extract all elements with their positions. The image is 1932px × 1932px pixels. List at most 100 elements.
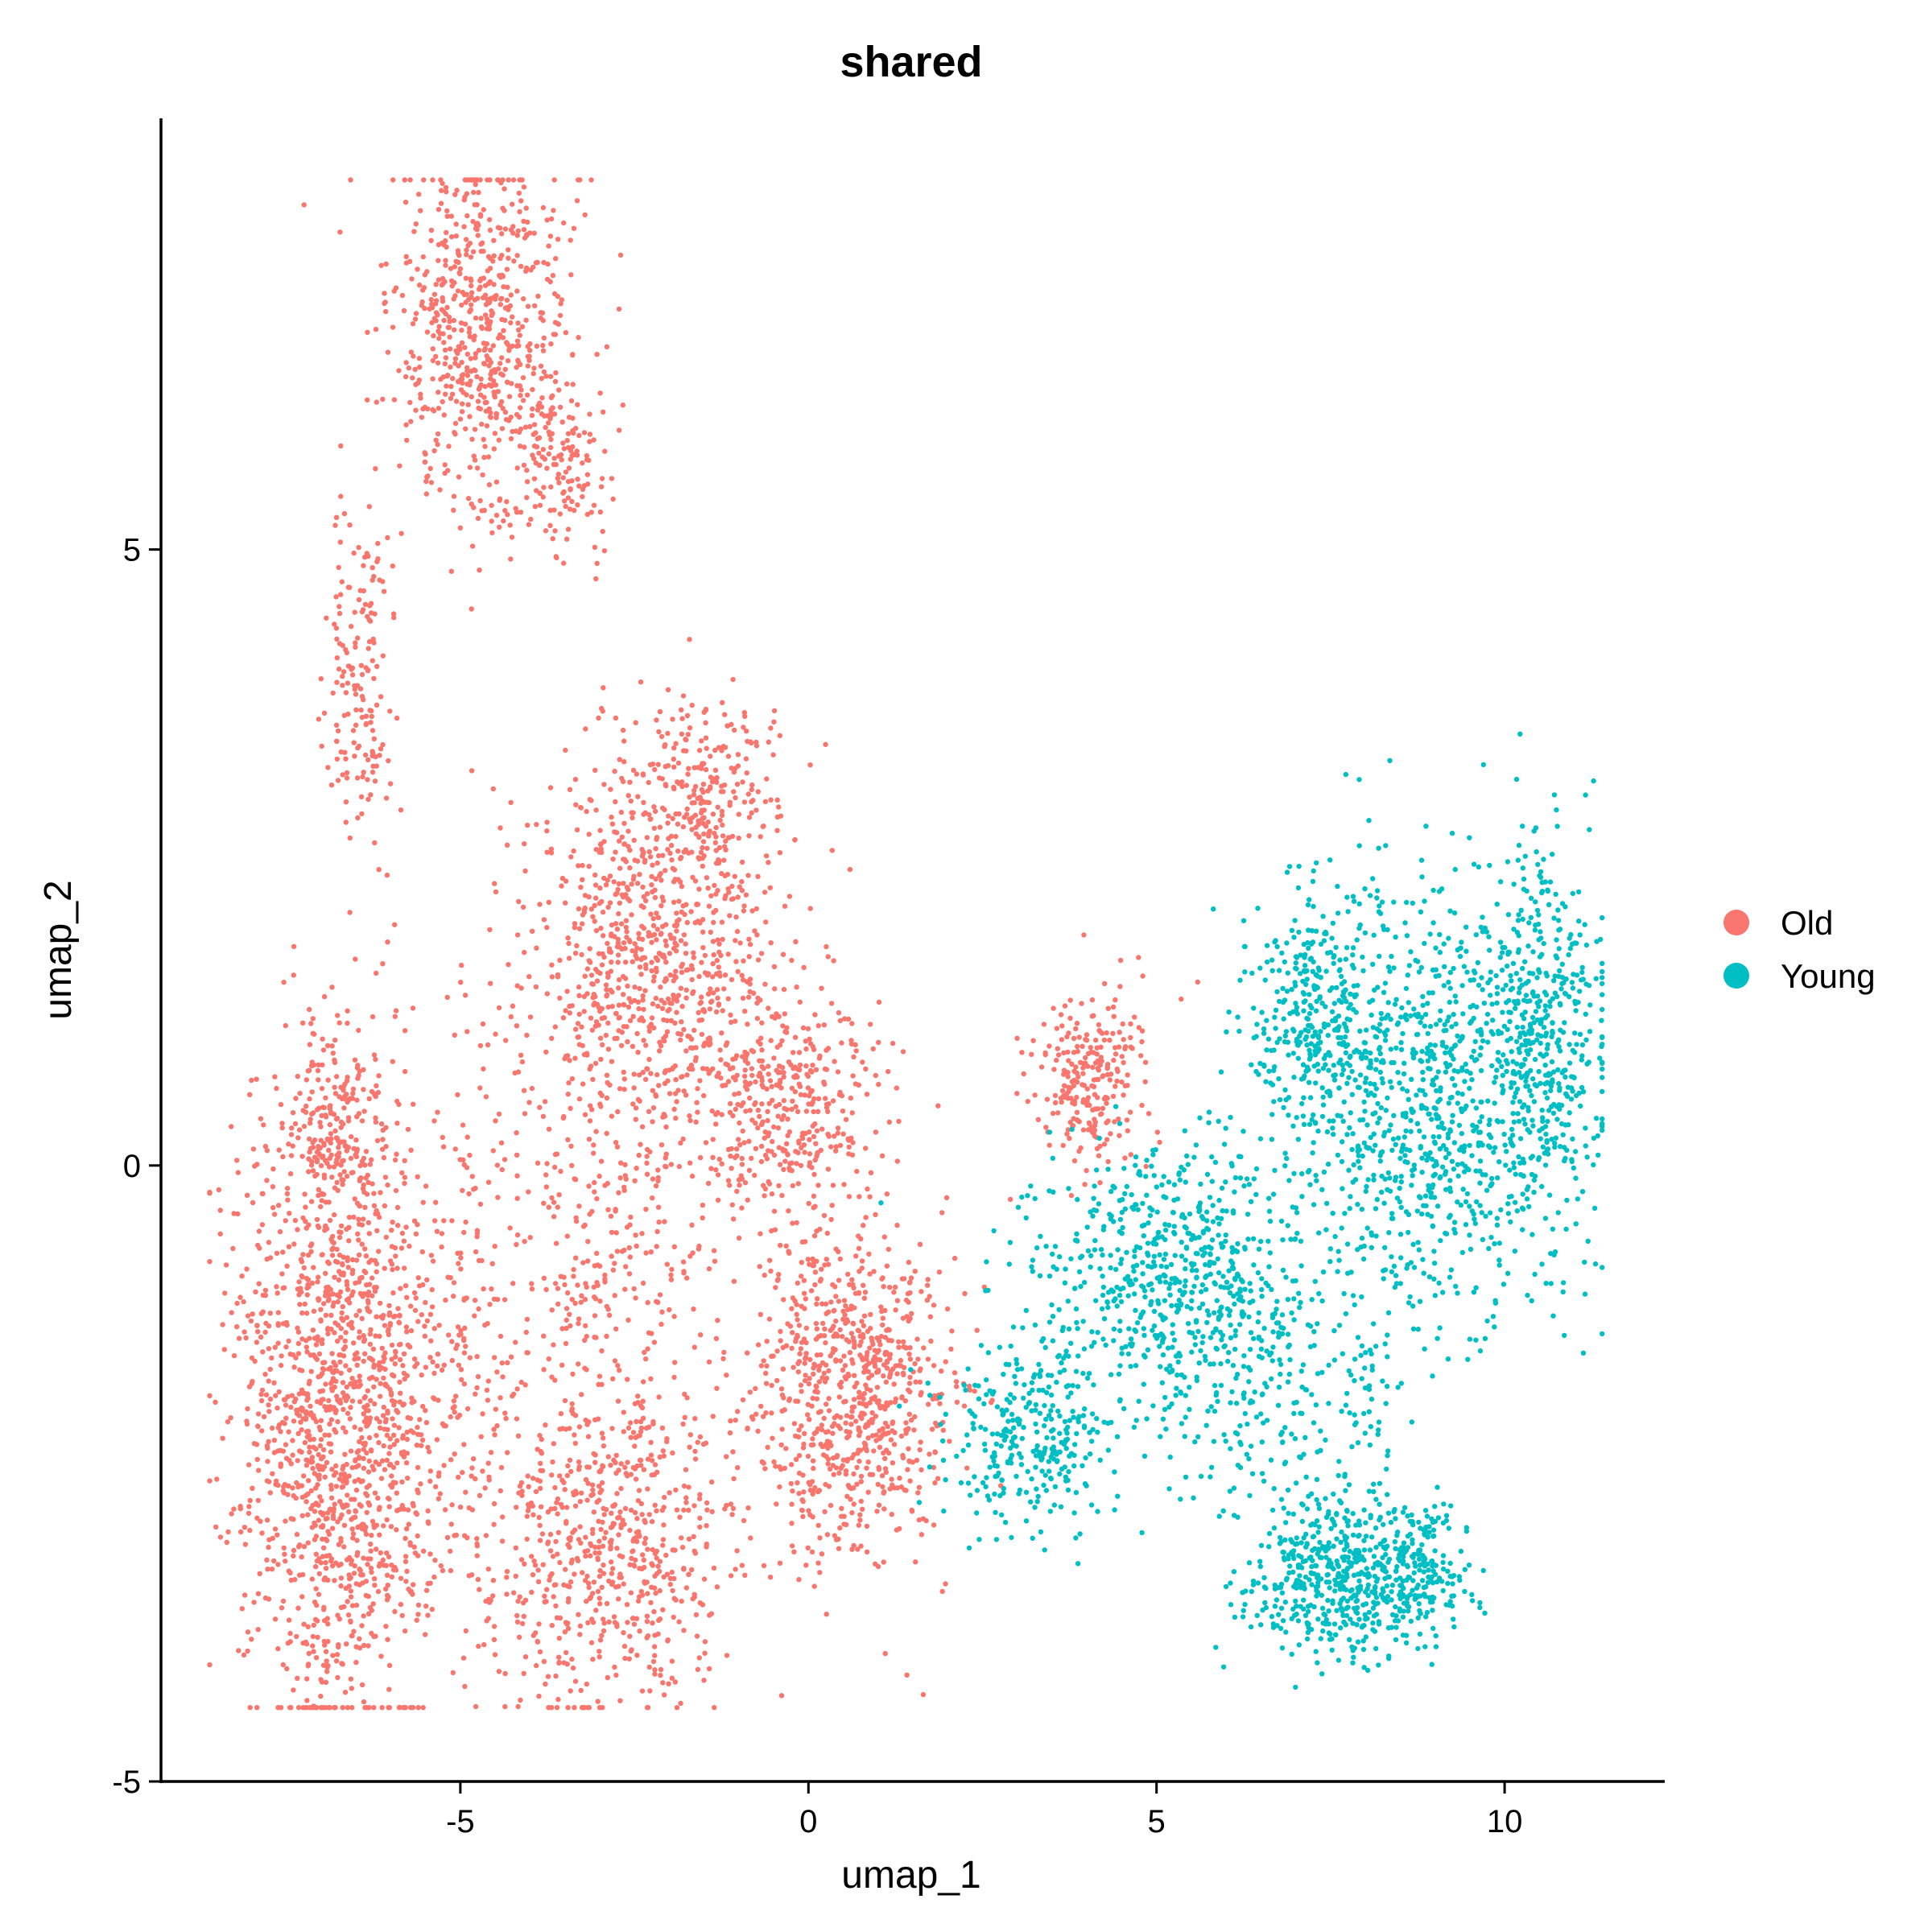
data-point: [315, 1634, 320, 1641]
data-point: [319, 1337, 325, 1343]
data-point: [444, 304, 450, 311]
data-point: [451, 1398, 457, 1404]
data-point: [293, 1355, 299, 1360]
data-point: [478, 376, 484, 382]
data-point: [617, 1698, 623, 1703]
data-point: [640, 851, 646, 857]
data-point: [594, 352, 600, 357]
data-point: [255, 1627, 261, 1633]
data-point: [336, 1154, 341, 1160]
data-point: [591, 437, 597, 443]
data-point: [696, 886, 702, 892]
data-point: [567, 1003, 572, 1009]
data-point: [631, 837, 637, 844]
data-point: [614, 1546, 620, 1551]
data-point: [280, 1662, 286, 1668]
data-point: [688, 963, 695, 968]
data-point: [320, 1047, 327, 1053]
data-point: [377, 1505, 382, 1510]
data-point: [335, 778, 341, 783]
data-point: [655, 1563, 661, 1569]
data-point: [582, 973, 588, 979]
data-point: [436, 1496, 442, 1502]
data-point: [832, 1059, 837, 1064]
data-point: [580, 460, 585, 466]
data-point: [316, 1077, 321, 1083]
data-point: [429, 320, 435, 325]
data-point: [713, 1121, 719, 1127]
data-point: [742, 1009, 748, 1014]
data-point: [653, 995, 659, 1001]
data-point: [536, 1621, 542, 1627]
data-point: [471, 367, 477, 373]
data-point: [771, 708, 778, 714]
data-point: [592, 1189, 597, 1195]
data-point: [591, 992, 597, 997]
data-point: [390, 1266, 395, 1273]
data-point: [390, 563, 395, 569]
data-point: [320, 1662, 327, 1668]
data-point: [313, 1342, 320, 1348]
data-point: [733, 795, 738, 801]
data-point: [247, 1705, 253, 1711]
data-point: [576, 335, 581, 341]
data-point: [399, 1170, 405, 1176]
data-point: [559, 457, 564, 463]
data-point: [534, 1662, 539, 1669]
data-point: [491, 237, 497, 243]
data-point: [510, 314, 515, 320]
data-point: [354, 1362, 360, 1368]
data-point: [328, 1556, 335, 1562]
data-point: [280, 1598, 287, 1604]
data-point: [254, 1340, 260, 1345]
data-point: [455, 288, 461, 294]
data-point: [336, 564, 341, 571]
data-point: [351, 1214, 357, 1220]
data-point: [308, 1412, 313, 1418]
data-point: [617, 1509, 623, 1515]
data-point: [597, 1596, 602, 1601]
data-point: [599, 1488, 605, 1493]
data-point: [542, 1593, 547, 1600]
data-point: [654, 927, 660, 932]
data-point: [308, 1199, 315, 1204]
data-point: [794, 1161, 799, 1166]
data-point: [734, 1153, 740, 1159]
data-point: [569, 1162, 575, 1169]
data-point: [336, 641, 343, 646]
data-point: [805, 1073, 811, 1080]
data-point: [436, 258, 441, 263]
data-point: [815, 1183, 821, 1188]
data-point: [700, 782, 707, 787]
data-point: [287, 1170, 294, 1177]
data-point: [601, 1620, 607, 1626]
data-point: [324, 1459, 330, 1466]
data-point: [359, 714, 365, 720]
data-point: [702, 1650, 708, 1656]
data-point: [412, 1307, 419, 1314]
data-point: [590, 981, 597, 987]
data-point: [340, 683, 345, 688]
data-point: [734, 1146, 740, 1152]
data-point: [543, 1599, 549, 1604]
data-point: [621, 881, 626, 886]
data-point: [817, 1053, 823, 1059]
data-point: [565, 526, 572, 532]
data-point: [451, 296, 456, 302]
data-point: [620, 1517, 625, 1523]
data-point: [491, 1355, 497, 1360]
data-point: [613, 849, 618, 855]
data-point: [486, 326, 493, 332]
data-point: [700, 917, 706, 923]
data-point: [313, 1586, 319, 1591]
data-point: [280, 1154, 286, 1160]
data-point: [367, 618, 374, 624]
data-point: [799, 1389, 804, 1394]
data-point: [304, 1676, 310, 1682]
data-point: [369, 1088, 375, 1095]
data-point: [572, 1503, 579, 1509]
data-point: [559, 419, 565, 425]
data-point: [745, 1197, 750, 1203]
data-point: [651, 1025, 657, 1031]
data-point: [578, 1540, 584, 1546]
